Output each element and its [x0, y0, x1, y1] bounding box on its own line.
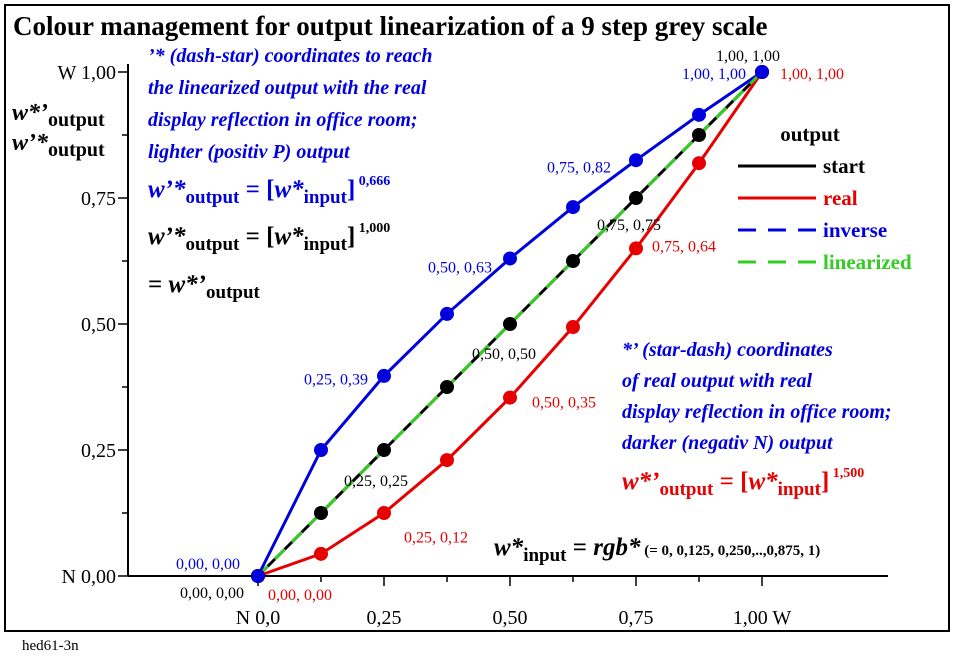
point-label: 1,00, 1,00	[682, 66, 746, 83]
formula-equal: = w*’output	[148, 271, 261, 303]
point-label: 0,50, 0,50	[472, 346, 536, 363]
data-point-real	[314, 546, 328, 561]
chart-title: Colour management for output linearizati…	[13, 11, 767, 41]
data-point-inverse	[629, 153, 643, 168]
point-label: 1,00, 1,00	[780, 66, 844, 83]
data-point-inverse	[314, 443, 328, 457]
point-label: 0,00, 0,00	[180, 585, 244, 602]
point-label: 0,50, 0,35	[532, 395, 596, 412]
point-label: 0,25, 0,12	[404, 530, 468, 547]
annotation-dash-star: ’* (dash-star) coordinates to reach	[148, 45, 432, 67]
data-point-real	[377, 506, 391, 520]
data-point-start	[314, 506, 328, 520]
formula-real: w*’output = [w*input] 1,500	[622, 466, 864, 500]
annotation-star-dash: *’ (star-dash) coordinates	[622, 339, 833, 361]
y-tick-label: 0,50	[81, 314, 116, 336]
figure-code: hed61-3n	[22, 638, 79, 654]
annotation-dash-star: the linearized output with the real	[148, 77, 427, 99]
point-label: 1,00, 1,00	[716, 48, 780, 65]
point-label: 0,25, 0,39	[304, 371, 368, 388]
data-point-start	[503, 317, 517, 331]
x-tick-label: 0,75	[619, 607, 654, 629]
legend-label-real: real	[823, 186, 858, 210]
y-axis-label: w’*output	[12, 130, 105, 161]
x-tick-label: 0,50	[493, 607, 528, 629]
data-point-inverse	[377, 368, 391, 383]
data-point-inverse	[692, 107, 706, 122]
data-point-inverse	[503, 251, 517, 266]
formula-inverse: w’*output = [w*input] 0,666	[148, 174, 390, 208]
data-point-start	[629, 191, 643, 205]
data-point-real	[440, 453, 454, 468]
x-tick-label: 0,25	[367, 607, 402, 629]
data-point-origin	[251, 569, 265, 583]
x-tick-label: 1,00 W	[733, 607, 792, 629]
point-label: 0,25, 0,25	[344, 473, 408, 490]
data-point-inverse	[440, 306, 454, 321]
legend-label-linearized: linearized	[823, 250, 912, 274]
y-tick-label: N 0,00	[62, 566, 116, 588]
formula-input: w*input = rgb* (= 0, 0,125, 0,250,..,0,8…	[494, 534, 820, 566]
formula-linear: w’*output = [w*input] 1,000	[148, 221, 390, 255]
data-point-start	[692, 128, 706, 142]
y-tick-label: W 1,00	[57, 62, 116, 84]
legend-label-inverse: inverse	[823, 218, 887, 242]
annotation-star-dash: of real output with real	[622, 370, 812, 392]
point-label: 0,75, 0,82	[547, 160, 611, 177]
point-label: 0,00, 0,00	[176, 556, 240, 573]
legend-label-start: start	[823, 154, 865, 178]
annotation-star-dash: display reflection in office room;	[622, 401, 892, 423]
y-tick-label: 0,25	[81, 440, 116, 462]
annotation-dash-star: display reflection in office room;	[148, 109, 418, 131]
point-label: 0,50, 0,63	[428, 259, 492, 276]
point-label: 0,00, 0,00	[268, 587, 332, 604]
data-point-real	[629, 241, 643, 256]
data-point-start	[566, 254, 580, 268]
x-tick-label: N 0,0	[236, 607, 280, 629]
data-point-real	[566, 320, 580, 335]
data-point-real	[503, 390, 517, 405]
point-label: 0,75, 0,75	[597, 217, 661, 234]
y-axis-label: w*’output	[12, 100, 105, 131]
data-point-inverse	[566, 200, 580, 215]
annotation-star-dash: darker (negativ N) output	[622, 432, 834, 454]
data-point-start	[440, 380, 454, 394]
point-label: 0,75, 0,64	[652, 238, 716, 255]
legend-title: output	[780, 122, 840, 146]
annotation-dash-star: lighter (positiv P) output	[148, 141, 351, 163]
data-point-real	[692, 156, 706, 171]
y-tick-label: 0,75	[81, 188, 116, 210]
data-point-end	[755, 65, 769, 79]
data-point-start	[377, 443, 391, 457]
chart-frame	[4, 4, 950, 632]
